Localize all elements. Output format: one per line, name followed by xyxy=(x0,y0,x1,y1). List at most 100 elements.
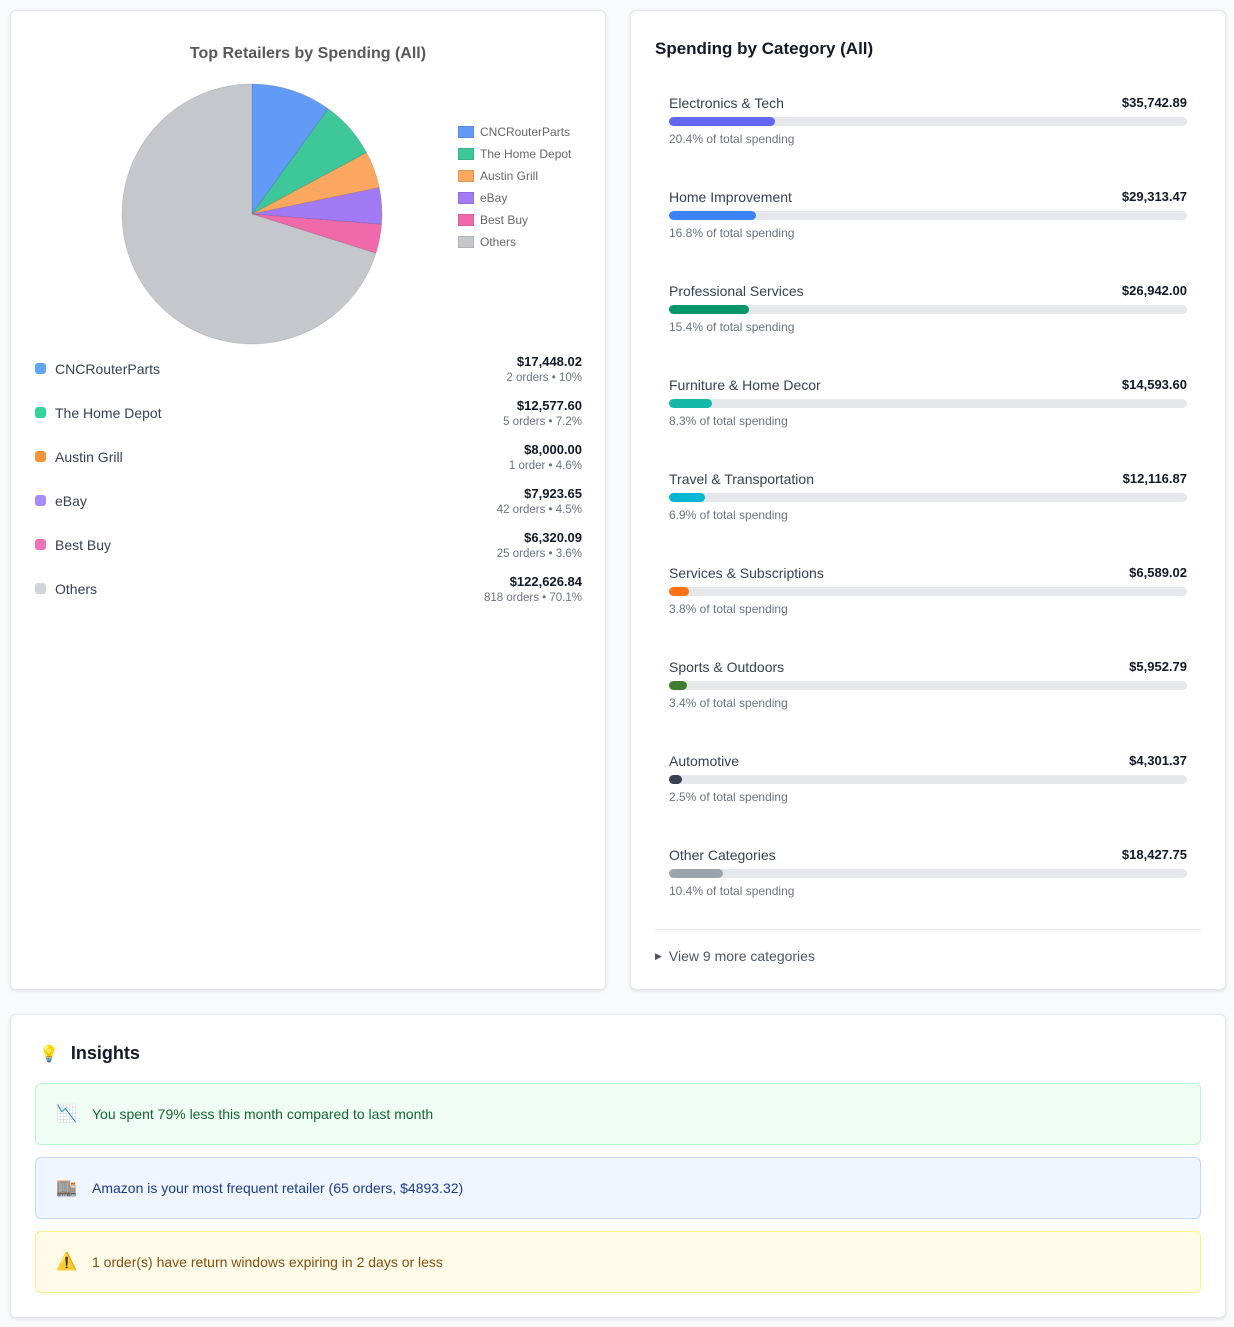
insight-text: Amazon is your most frequent retailer (6… xyxy=(92,1180,464,1196)
category-amount: $26,942.00 xyxy=(1121,283,1187,298)
category-percent: 20.4% of total spending xyxy=(669,132,795,146)
warning-icon: ⚠️ xyxy=(56,1252,78,1271)
category-amount: $35,742.89 xyxy=(1121,95,1187,110)
category-row: Services & Subscriptions $6,589.02 3.8% of… xyxy=(669,565,1187,659)
category-name: Services & Subscriptions xyxy=(669,565,824,581)
category-percent: 3.4% of total spending xyxy=(669,696,788,710)
pie-slice-austin-grill[interactable] xyxy=(251,152,380,215)
chart-decreasing-icon: 📉 xyxy=(56,1104,78,1123)
pie-slice-best-buy[interactable] xyxy=(251,213,382,254)
pie-slice-ebay[interactable] xyxy=(251,187,383,225)
category-amount: $14,593.60 xyxy=(1121,377,1187,392)
legend-label: Others xyxy=(480,235,517,249)
category-name: Electronics & Tech xyxy=(669,95,784,111)
category-progress-fill xyxy=(669,493,705,502)
retailer-amount: $7,923.65 xyxy=(524,486,582,501)
retailer-color-dot xyxy=(35,583,46,594)
category-progress-bar xyxy=(669,869,1187,878)
category-progress-bar xyxy=(669,681,1187,690)
category-percent: 3.8% of total spending xyxy=(669,602,788,616)
category-name: Travel & Transportation xyxy=(669,471,814,487)
category-row: Other Categories $18,427.75 10.4% of total… xyxy=(669,847,1187,941)
legend-item[interactable]: Best Buy xyxy=(458,209,571,231)
view-more-categories-toggle[interactable]: ▶ View 9 more categories xyxy=(655,948,815,964)
category-progress-fill xyxy=(669,399,712,408)
legend-swatch xyxy=(458,236,474,248)
retailer-row: eBay $7,923.65 42 orders • 4.5% xyxy=(35,485,582,529)
chart-title: Top Retailers by Spending (All) xyxy=(189,45,427,62)
category-list: Electronics & Tech $35,742.89 20.4% of tot… xyxy=(669,95,1187,941)
retailer-orders: 1 order • 4.6% xyxy=(508,460,582,472)
top-retailers-card: Top Retailers by Spending (All) CNCRoute… xyxy=(10,10,606,990)
legend-item[interactable]: CNCRouterParts xyxy=(458,121,571,143)
category-progress-fill xyxy=(669,869,723,878)
retailer-row: Others $122,626.84 818 orders • 70.1% xyxy=(35,573,582,617)
pie-slice-the-home-depot[interactable] xyxy=(251,108,368,215)
pie-slice-cncrouterparts[interactable] xyxy=(251,83,329,216)
spending-by-category-card: Spending by Category (All) Electronics &… xyxy=(630,10,1226,990)
retailer-color-dot xyxy=(35,495,46,506)
category-row: Furniture & Home Decor $14,593.60 8.3% of … xyxy=(669,377,1187,471)
category-row: Automotive $4,301.37 2.5% of total spendin… xyxy=(669,753,1187,847)
legend-item[interactable]: eBay xyxy=(458,187,571,209)
legend-label: Austin Grill xyxy=(480,169,539,183)
retailer-orders: 818 orders • 70.1% xyxy=(483,592,582,604)
retailer-name: Best Buy xyxy=(55,537,112,553)
legend-item[interactable]: The Home Depot xyxy=(458,143,571,165)
insight-text: 1 order(s) have return windows expiring … xyxy=(92,1254,443,1270)
category-row: Home Improvement $29,313.47 16.8% of total… xyxy=(669,189,1187,283)
triangle-right-icon: ▶ xyxy=(655,950,662,961)
retailer-orders: 25 orders • 3.6% xyxy=(496,548,582,560)
category-name: Home Improvement xyxy=(669,189,792,205)
category-row: Professional Services $26,942.00 15.4% of … xyxy=(669,283,1187,377)
retailer-name: Others xyxy=(55,581,98,597)
category-name: Other Categories xyxy=(669,847,776,863)
insights-title: Insights xyxy=(70,1043,140,1063)
retailer-amount: $122,626.84 xyxy=(509,574,582,589)
category-progress-fill xyxy=(669,775,682,784)
category-percent: 16.8% of total spending xyxy=(669,226,795,240)
store-icon: 🏬 xyxy=(56,1178,78,1197)
legend-swatch xyxy=(458,170,474,182)
category-progress-fill xyxy=(669,681,687,690)
category-progress-bar xyxy=(669,117,1187,126)
category-progress-fill xyxy=(669,117,775,126)
legend-label: eBay xyxy=(480,191,508,205)
legend-swatch xyxy=(458,192,474,204)
retailer-color-dot xyxy=(35,539,46,550)
category-progress-fill xyxy=(669,587,689,596)
retailer-orders: 42 orders • 4.5% xyxy=(496,504,582,516)
pie-slice-others[interactable] xyxy=(121,83,377,345)
legend-item[interactable]: Others xyxy=(458,231,571,253)
retailer-list: CNCRouterParts $17,448.02 2 orders • 10% Th… xyxy=(35,353,582,617)
view-more-label: View 9 more categories xyxy=(668,948,815,964)
category-progress-bar xyxy=(669,399,1187,408)
lightbulb-icon: 💡 xyxy=(39,1045,59,1063)
insight-item: 🏬 Amazon is your most frequent retailer (… xyxy=(35,1157,1201,1219)
retailer-orders: 2 orders • 10% xyxy=(506,372,582,384)
insights-card: 💡 Insights 📉 You spent 79% less this month… xyxy=(10,1014,1226,1318)
category-percent: 6.9% of total spending xyxy=(669,508,788,522)
retailer-row: Austin Grill $8,000.00 1 order • 4.6% xyxy=(35,441,582,485)
category-percent: 2.5% of total spending xyxy=(669,790,788,804)
category-progress-fill xyxy=(669,305,749,314)
category-row: Sports & Outdoors $5,952.79 3.4% of total … xyxy=(669,659,1187,753)
retailer-amount: $8,000.00 xyxy=(524,442,582,457)
retailer-name: eBay xyxy=(55,493,87,509)
category-amount: $4,301.37 xyxy=(1129,753,1187,768)
retailer-color-dot xyxy=(35,407,46,418)
legend-swatch xyxy=(458,148,474,160)
retailer-amount: $17,448.02 xyxy=(516,354,582,369)
category-amount: $12,116.87 xyxy=(1122,471,1187,486)
retailer-color-dot xyxy=(35,363,46,374)
retailer-row: Best Buy $6,320.09 25 orders • 3.6% xyxy=(35,529,582,573)
legend-item[interactable]: Austin Grill xyxy=(458,165,571,187)
category-percent: 8.3% of total spending xyxy=(669,414,788,428)
category-row: Electronics & Tech $35,742.89 20.4% of tot… xyxy=(669,95,1187,189)
insight-text: You spent 79% less this month compared t… xyxy=(92,1106,434,1122)
category-progress-bar xyxy=(669,587,1187,596)
category-name: Automotive xyxy=(669,753,740,769)
retailer-name: Austin Grill xyxy=(55,449,123,465)
category-title: Spending by Category (All) xyxy=(655,39,874,58)
category-percent: 10.4% of total spending xyxy=(669,884,795,898)
